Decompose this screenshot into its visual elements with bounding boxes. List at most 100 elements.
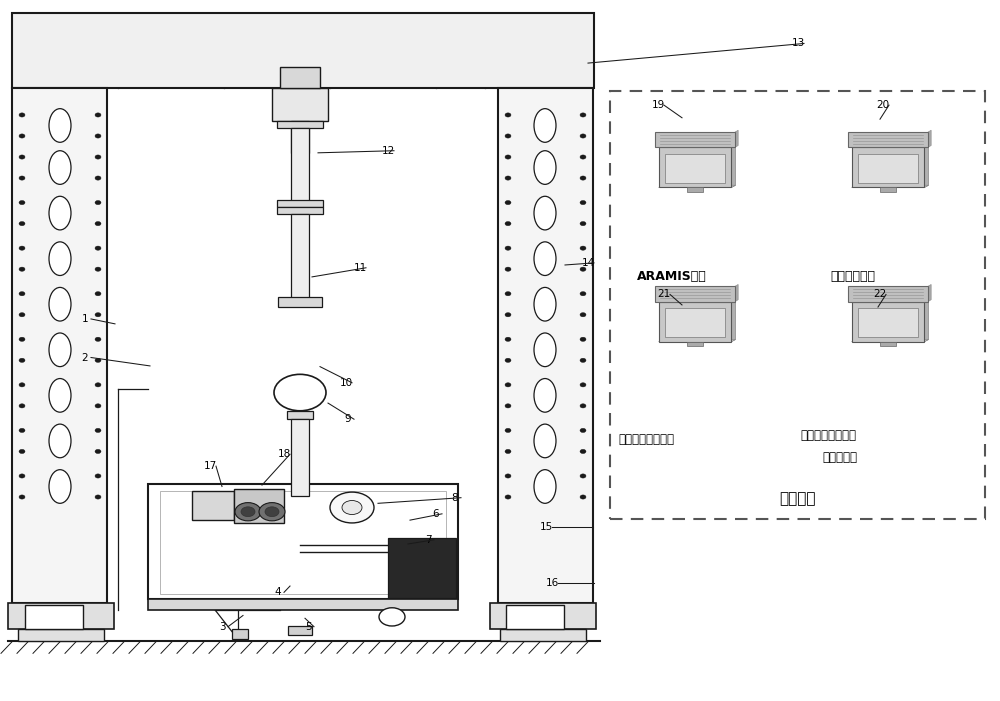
- Bar: [192, 491, 234, 520]
- Circle shape: [95, 449, 101, 454]
- Bar: [12, 88, 107, 603]
- Circle shape: [274, 374, 326, 411]
- Text: 22: 22: [873, 290, 887, 299]
- Circle shape: [505, 495, 511, 499]
- Circle shape: [95, 383, 101, 387]
- Bar: [277, 200, 323, 207]
- Circle shape: [19, 404, 25, 408]
- Circle shape: [19, 113, 25, 117]
- Circle shape: [580, 134, 586, 138]
- Bar: [610, 91, 985, 519]
- Circle shape: [580, 449, 586, 454]
- Circle shape: [19, 337, 25, 341]
- Bar: [884, 299, 892, 301]
- Circle shape: [95, 200, 101, 205]
- Circle shape: [505, 113, 511, 117]
- Circle shape: [19, 383, 25, 387]
- Text: 5: 5: [305, 622, 311, 632]
- Circle shape: [95, 134, 101, 138]
- Text: 12: 12: [381, 146, 395, 156]
- Bar: [490, 603, 596, 629]
- Bar: [234, 489, 284, 523]
- Ellipse shape: [49, 287, 71, 321]
- Circle shape: [505, 313, 511, 317]
- Polygon shape: [735, 130, 738, 147]
- Bar: [278, 297, 322, 307]
- Bar: [272, 88, 328, 121]
- Bar: [852, 301, 924, 341]
- Circle shape: [19, 200, 25, 205]
- Circle shape: [95, 358, 101, 362]
- Polygon shape: [924, 299, 929, 341]
- Bar: [659, 301, 731, 341]
- Circle shape: [19, 176, 25, 180]
- Circle shape: [19, 474, 25, 478]
- Circle shape: [580, 113, 586, 117]
- Text: 13: 13: [791, 39, 805, 48]
- Polygon shape: [928, 130, 931, 147]
- Bar: [288, 626, 312, 635]
- Circle shape: [580, 428, 586, 433]
- Text: 10: 10: [339, 378, 353, 388]
- Bar: [18, 629, 104, 641]
- Bar: [665, 308, 725, 337]
- Circle shape: [95, 495, 101, 499]
- Ellipse shape: [49, 151, 71, 184]
- Text: 4: 4: [275, 587, 281, 597]
- Polygon shape: [852, 339, 929, 341]
- Circle shape: [580, 358, 586, 362]
- Text: 与控制系统: 与控制系统: [822, 451, 857, 465]
- Text: 温度测量系统: 温度测量系统: [830, 270, 875, 283]
- Text: 11: 11: [353, 263, 367, 273]
- Circle shape: [580, 200, 586, 205]
- Polygon shape: [735, 285, 738, 301]
- Circle shape: [241, 507, 255, 517]
- Polygon shape: [731, 145, 736, 187]
- Circle shape: [19, 495, 25, 499]
- Text: 17: 17: [203, 461, 217, 471]
- Circle shape: [95, 404, 101, 408]
- Bar: [148, 599, 458, 610]
- Text: 7: 7: [425, 535, 431, 545]
- Bar: [500, 629, 586, 641]
- Circle shape: [259, 503, 285, 521]
- Circle shape: [505, 176, 511, 180]
- Bar: [880, 341, 896, 346]
- Text: 19: 19: [651, 100, 665, 110]
- Bar: [665, 154, 725, 183]
- Circle shape: [19, 267, 25, 271]
- Text: 1: 1: [82, 314, 88, 324]
- Circle shape: [95, 267, 101, 271]
- Bar: [388, 538, 456, 598]
- Bar: [25, 605, 83, 629]
- Circle shape: [95, 474, 101, 478]
- Circle shape: [95, 292, 101, 296]
- Circle shape: [580, 313, 586, 317]
- Circle shape: [505, 358, 511, 362]
- Circle shape: [265, 507, 279, 517]
- Circle shape: [19, 358, 25, 362]
- Circle shape: [95, 113, 101, 117]
- Circle shape: [580, 222, 586, 226]
- Circle shape: [580, 337, 586, 341]
- Ellipse shape: [534, 151, 556, 184]
- Circle shape: [95, 313, 101, 317]
- Circle shape: [505, 134, 511, 138]
- Bar: [659, 147, 731, 187]
- Bar: [506, 605, 564, 629]
- Circle shape: [19, 134, 25, 138]
- Circle shape: [19, 155, 25, 159]
- Circle shape: [580, 495, 586, 499]
- Ellipse shape: [534, 196, 556, 230]
- Ellipse shape: [49, 379, 71, 412]
- Bar: [880, 187, 896, 192]
- Text: 21: 21: [657, 290, 671, 299]
- Circle shape: [505, 246, 511, 250]
- Bar: [655, 132, 735, 147]
- Circle shape: [19, 292, 25, 296]
- Circle shape: [580, 292, 586, 296]
- Circle shape: [580, 176, 586, 180]
- Circle shape: [505, 337, 511, 341]
- Circle shape: [505, 292, 511, 296]
- Bar: [691, 145, 699, 147]
